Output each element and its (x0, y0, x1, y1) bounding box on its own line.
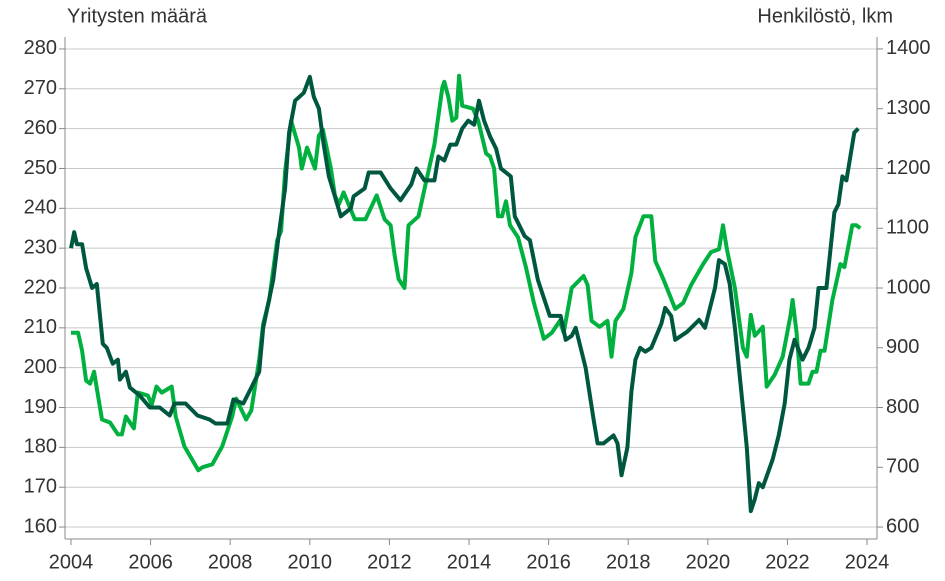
y-axis-title: Yritysten määrä (67, 5, 208, 27)
data-line (71, 73, 862, 473)
y-tick-label: 230 (24, 236, 57, 258)
y-tick-label: 220 (24, 276, 57, 298)
y-tick-label: 260 (24, 117, 57, 139)
x-tick-label: 2010 (288, 551, 333, 573)
y-tick-label: 240 (24, 197, 57, 219)
x-tick-label: 2006 (128, 551, 173, 573)
x-tick-label: 2022 (765, 551, 810, 573)
x-tick-label: 2024 (845, 551, 890, 573)
y2-tick-label: 1100 (886, 217, 929, 239)
y-tick-label: 160 (24, 515, 57, 537)
x-tick-label: 2014 (447, 551, 492, 573)
y-tick-label: 190 (24, 396, 57, 418)
y2-tick-label: 1400 (886, 37, 931, 59)
y-tick-label: 200 (24, 356, 57, 378)
x-tick-label: 2004 (49, 551, 94, 573)
y2-tick-label: 1000 (886, 276, 931, 298)
y-tick-label: 250 (24, 157, 57, 179)
x-tick-label: 2008 (208, 551, 253, 573)
y-tick-label: 270 (24, 77, 57, 99)
y-tick-label: 280 (24, 37, 57, 59)
x-tick-label: 2018 (606, 551, 651, 573)
y2-axis-title: Henkilöstö, lkm (757, 5, 893, 27)
x-tick-label: 2012 (367, 551, 412, 573)
y2-tick-label: 800 (886, 396, 919, 418)
y2-tick-label: 700 (886, 456, 919, 478)
y2-tick-label: 900 (886, 336, 919, 358)
y-tick-label: 210 (24, 316, 57, 338)
y2-tick-label: 1300 (886, 97, 931, 119)
y-tick-label: 180 (24, 436, 57, 458)
data-line (69, 74, 860, 514)
y2-tick-label: 1200 (886, 157, 931, 179)
y2-tick-label: 600 (886, 515, 919, 537)
x-tick-label: 2020 (686, 551, 731, 573)
x-tick-label: 2016 (526, 551, 571, 573)
y-tick-label: 170 (24, 475, 57, 497)
